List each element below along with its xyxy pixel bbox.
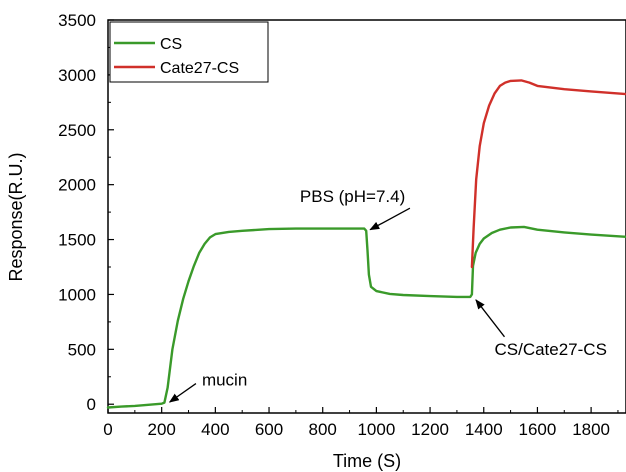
series-line-cate27-cs bbox=[470, 79, 626, 269]
x-tick-label: 0 bbox=[103, 420, 112, 439]
series-layer bbox=[106, 79, 626, 409]
y-tick-label: 500 bbox=[68, 340, 96, 359]
x-tick-label: 800 bbox=[309, 420, 337, 439]
x-tick-label: 1800 bbox=[572, 420, 610, 439]
x-tick-label: 1400 bbox=[465, 420, 503, 439]
x-tick-label: 1600 bbox=[519, 420, 557, 439]
series-line-cs bbox=[106, 225, 626, 409]
y-tick-label: 1500 bbox=[58, 231, 96, 250]
y-tick-label: 0 bbox=[87, 395, 96, 414]
annotation-arrow bbox=[168, 383, 197, 403]
y-tick-label: 1000 bbox=[58, 285, 96, 304]
x-axis-label: Time (S) bbox=[333, 451, 401, 471]
legend-label-cs: CS bbox=[160, 36, 182, 53]
plot-area: 0 200 400 600 800 1000 1200 1400 1600 1800 0 500 10… bbox=[58, 11, 626, 439]
annotation-label: PBS (pH=7.4) bbox=[300, 187, 405, 206]
legend: CS Cate27-CS bbox=[109, 21, 269, 83]
x-axis-ticks: 0 200 400 600 800 1000 1200 1400 1600 1800 bbox=[103, 407, 619, 439]
x-tick-label: 400 bbox=[201, 420, 229, 439]
x-tick-label: 1200 bbox=[411, 420, 449, 439]
y-axis-label: Response(R.U.) bbox=[6, 152, 26, 281]
y-axis-ticks: 0 500 1000 1500 2000 2500 3000 3500 bbox=[58, 11, 114, 414]
x-tick-label: 1000 bbox=[357, 420, 395, 439]
plot-frame bbox=[107, 19, 626, 414]
legend-box bbox=[109, 21, 269, 83]
annotation-label: mucin bbox=[202, 371, 247, 390]
y-tick-label: 3500 bbox=[58, 11, 96, 30]
x-tick-label: 200 bbox=[147, 420, 175, 439]
legend-label-cate27-cs: Cate27-CS bbox=[160, 60, 239, 77]
y-tick-label: 2000 bbox=[58, 176, 96, 195]
y-tick-label: 3000 bbox=[58, 66, 96, 85]
annotation-label: CS/Cate27-CS bbox=[494, 340, 606, 359]
annotation-arrow bbox=[475, 299, 506, 338]
annotation-arrow bbox=[369, 207, 411, 231]
x-tick-label: 600 bbox=[255, 420, 283, 439]
y-tick-label: 2500 bbox=[58, 121, 96, 140]
annotation-layer: mucin PBS (pH=7.4) CS/Cate27-CS bbox=[168, 187, 607, 403]
